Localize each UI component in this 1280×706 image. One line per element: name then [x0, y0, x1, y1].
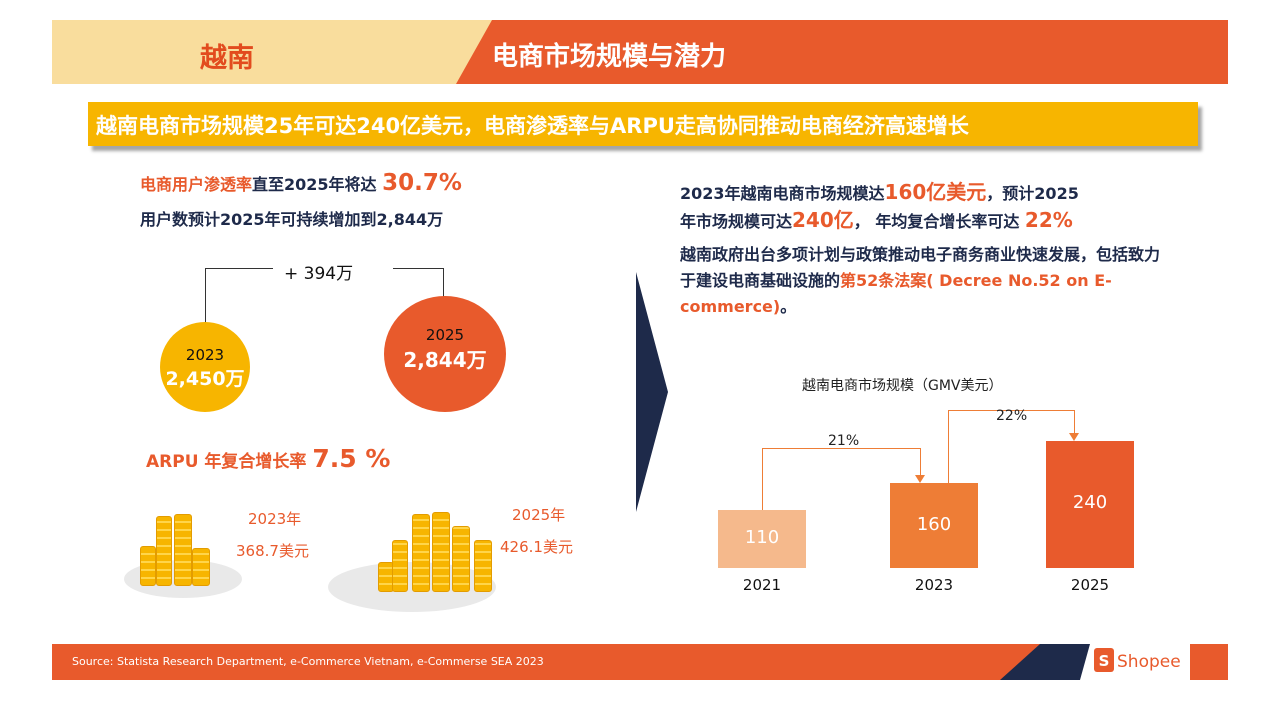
- penetration-label: 电商用户渗透率: [140, 175, 253, 194]
- growth-connector: [948, 410, 949, 484]
- arpu-2025-year: 2025年: [512, 506, 566, 524]
- bar-value-label: 110: [744, 526, 780, 548]
- penetration-value: 30.7%: [382, 170, 462, 196]
- coin-icon: [156, 516, 172, 586]
- coin-icon: [474, 540, 492, 592]
- source-text: Source: Statista Research Department, e-…: [72, 655, 544, 668]
- circle-2023-value: 2,450万: [165, 368, 245, 390]
- headline-text: 越南电商市场规模25年可达240亿美元，电商渗透率与ARPU走高协同推动电商经济…: [96, 114, 969, 138]
- header-right-band: [456, 20, 1228, 84]
- growth-connector: [948, 410, 1074, 411]
- users-line: 用户数预计2025年可持续增加到2,844万: [140, 210, 444, 229]
- user-delta-label: + 394万: [284, 264, 354, 284]
- coin-icon: [432, 512, 450, 592]
- coin-icon: [378, 562, 394, 592]
- growth-connector: [762, 448, 920, 449]
- growth-label: 21%: [828, 433, 860, 449]
- policy-text: 越南政府出台多项计划与政策推动电子商务商业快速发展，包括致力于建设电商基础设施的: [680, 245, 1161, 290]
- bar-2023: 160: [890, 483, 978, 568]
- coin-stack-2023-icon: [140, 512, 212, 588]
- penetration-mid: 直至2025年将达: [252, 175, 383, 194]
- market-line-2b: 240亿: [792, 208, 854, 232]
- arpu-value: 7.5 %: [312, 444, 391, 473]
- circle-2025-value: 2,844万: [403, 348, 487, 372]
- circle-2025-year: 2025: [425, 326, 465, 344]
- market-line-2c: ， 年均复合增长率可达: [853, 212, 1025, 231]
- bar-value-label: 240: [1072, 492, 1108, 514]
- arpu-2023-value: 368.7美元: [236, 542, 309, 560]
- arpu-label: ARPU 年复合增长率: [146, 452, 313, 472]
- header-left-band: [52, 20, 492, 84]
- growth-connector: [920, 448, 921, 476]
- shopee-bag-icon: S: [1094, 648, 1114, 672]
- market-line-1c: ，预计2025: [986, 184, 1079, 203]
- growth-connector: [1074, 410, 1075, 433]
- bar-value-label: 160: [916, 513, 952, 535]
- market-line-2a: 年市场规模可达: [680, 212, 793, 231]
- connector-left-v: [205, 268, 206, 326]
- chart-title: 越南电商市场规模（GMV美元）: [802, 378, 1003, 394]
- arrow-down-icon: [915, 475, 925, 484]
- coin-icon: [174, 514, 192, 586]
- headline-banner: [88, 102, 1198, 146]
- coin-icon: [392, 540, 408, 592]
- market-line-2: 年市场规模可达240亿， 年均复合增长率可达 22%: [680, 204, 1073, 233]
- coin-icon: [412, 514, 430, 592]
- market-line-1b: 160亿美元: [884, 180, 987, 204]
- penetration-line: 电商用户渗透率直至2025年将达 30.7%: [140, 170, 462, 196]
- region-title: 越南: [200, 43, 254, 74]
- arpu-2023-year: 2023年: [248, 510, 302, 528]
- coin-icon: [140, 546, 156, 586]
- bar-2025: 240: [1046, 440, 1134, 568]
- connector-right-h: [393, 268, 443, 269]
- arpu-line: ARPU 年复合增长率 7.5 %: [146, 444, 390, 473]
- x-tick-label: 2025: [1070, 576, 1110, 594]
- connector-right-v: [443, 268, 444, 298]
- page-title: 电商市场规模与潜力: [492, 42, 727, 72]
- market-line-2d: 22%: [1024, 208, 1073, 232]
- policy-decree: 第52条法案( Decree No.52 on E-commerce): [680, 271, 1112, 316]
- arpu-2025-value: 426.1美元: [500, 538, 573, 556]
- circle-2023: 2023 2,450万: [160, 322, 250, 412]
- shopee-logo-text: Shopee: [1117, 652, 1181, 672]
- connector-left-h: [205, 268, 273, 269]
- policy-end: 。: [780, 297, 797, 316]
- coin-stack-2025-icon: [378, 512, 500, 594]
- circle-2023-year: 2023: [185, 346, 225, 364]
- x-tick-label: 2021: [742, 576, 782, 594]
- x-tick-label: 2023: [914, 576, 954, 594]
- growth-connector: [762, 448, 763, 510]
- circle-2025: 2025 2,844万: [384, 296, 506, 412]
- coin-icon: [192, 548, 210, 586]
- market-line-1a: 2023年越南电商市场规模达: [680, 184, 885, 203]
- arrow-down-icon: [1069, 432, 1079, 441]
- growth-label: 22%: [996, 408, 1028, 424]
- coin-icon: [452, 526, 470, 592]
- policy-paragraph: 越南政府出台多项计划与政策推动电子商务商业快速发展，包括致力于建设电商基础设施的…: [680, 242, 1160, 320]
- bar-2021: 110: [718, 509, 806, 568]
- market-line-1: 2023年越南电商市场规模达160亿美元，预计2025: [680, 176, 1079, 205]
